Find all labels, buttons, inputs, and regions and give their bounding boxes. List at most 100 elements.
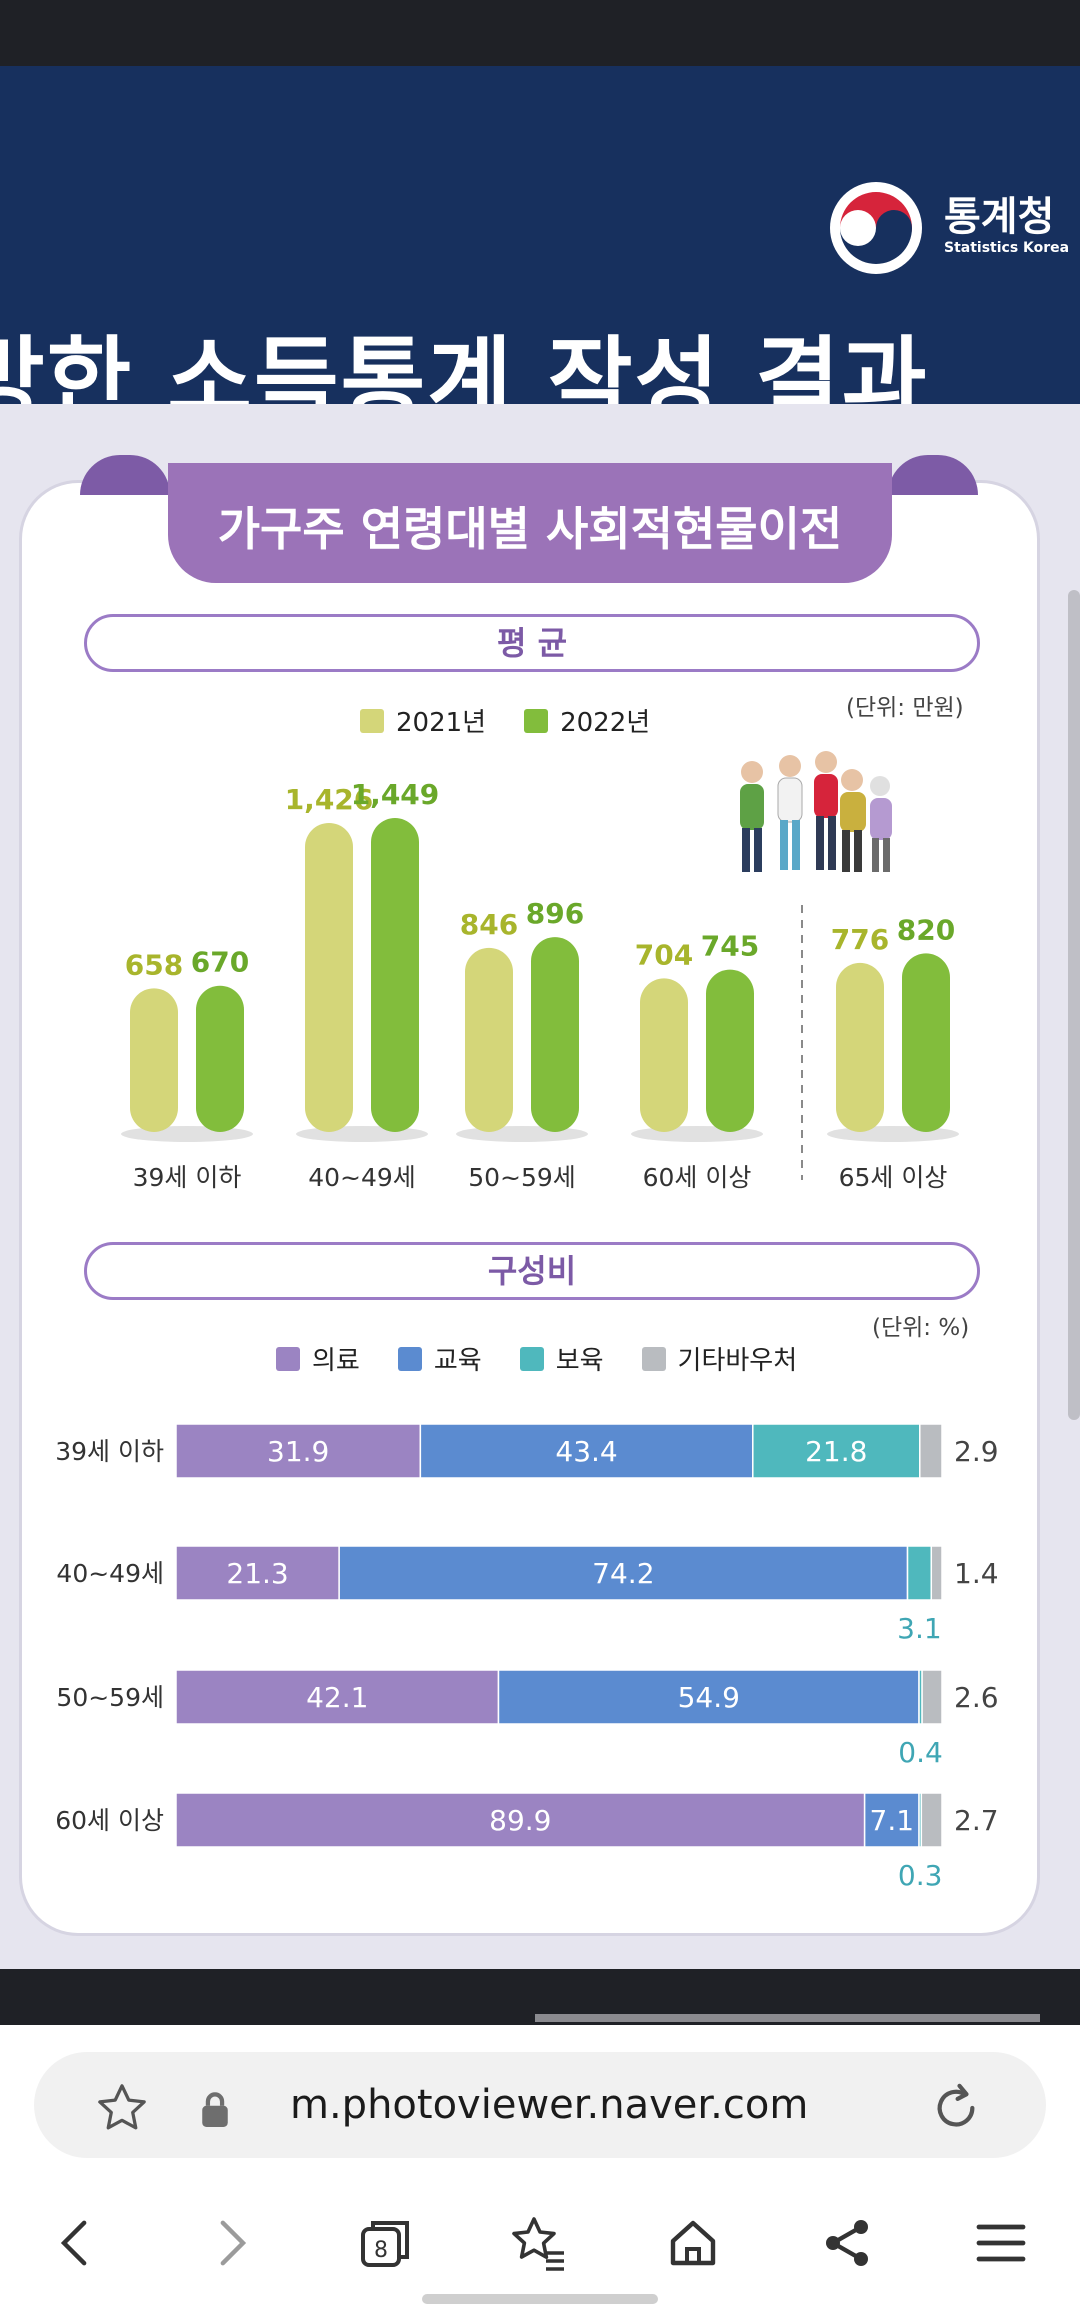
segment-value-label: 74.2 [592,1557,654,1590]
segment-value-label: 2.7 [954,1804,999,1837]
stacked-segment [920,1792,943,1848]
tab-count: 8 [374,2238,388,2263]
url-bar[interactable] [34,2052,1046,2158]
legend-label: 기타바우처 [677,1346,798,1376]
bar [465,947,513,1132]
row-label: 40~49세 [56,1559,164,1588]
statistics-korea-logo: 통계청 Statistics Korea [826,178,1070,278]
legend-swatch [276,1346,300,1371]
legend-swatch [524,708,549,733]
stacked-segment [338,1545,909,1601]
data-label: 776 [831,923,889,956]
home-icon [670,2220,716,2266]
composition-stacked-bar-chart: 39세 이하 31.9 43.4 21.8 2.9 40~49세 21.3 74.2 3.1 1.… [55,1423,999,1892]
section-composition-label: 구성비 [487,1252,577,1290]
segment-value-label: 54.9 [678,1681,740,1714]
legend-swatch [360,708,384,733]
unit-label-percent: (단위: %) [872,1315,970,1341]
stacked-segment [930,1545,943,1601]
bookmark-star-icon[interactable] [94,2080,150,2140]
segment-value-label: 2.6 [954,1681,999,1714]
segment-value-label: 7.1 [870,1804,915,1837]
unit-label-won: (단위: 만원) [846,695,964,721]
back-arrow-icon [60,2220,87,2266]
bar [706,969,754,1132]
segment-value-label: 2.9 [954,1435,999,1468]
data-label: 846 [460,908,518,941]
stacked-segment [921,1669,943,1725]
scrollbar[interactable] [1068,590,1080,1420]
data-label: 820 [897,913,955,946]
home-button[interactable] [658,2208,728,2278]
bar [640,978,688,1132]
bar [371,818,419,1132]
segment-value-label: 0.4 [898,1736,943,1769]
segment-value-label: 3.1 [897,1612,942,1645]
category-label: 39세 이하 [133,1163,242,1192]
bar [130,988,178,1132]
legend-swatch [519,1346,544,1371]
segment-value-label: 89.9 [489,1804,551,1837]
segment-value-label: 43.4 [555,1435,617,1468]
card-title: 가구주 연령대별 사회적현물이전 [217,502,843,556]
menu-button[interactable] [966,2208,1036,2278]
legend-swatch [397,1346,422,1371]
legend-label: 의료 [312,1346,360,1376]
bar [836,962,884,1132]
back-button[interactable] [40,2208,110,2278]
data-label: 658 [125,948,183,981]
share-button[interactable] [812,2208,882,2278]
legend-item: 기타바우처 [641,1340,798,1377]
taegeuk-logo-icon [830,182,922,274]
tabs-button[interactable]: 8 [350,2208,420,2278]
logo-subtitle: Statistics Korea [944,240,1070,256]
category-label: 65세 이상 [839,1163,948,1192]
forward-button[interactable] [197,2208,267,2278]
legend-label: 보육 [555,1346,604,1376]
segment-value-label: 21.8 [805,1435,867,1468]
hamburger-menu-icon [976,2224,1026,2262]
status-bar-area [0,0,1080,66]
category-label: 50~59세 [468,1163,576,1192]
row-label: 60세 이상 [55,1806,164,1835]
legend-label: 교육 [433,1346,482,1376]
section-average-label: 평 균 [496,624,568,662]
bookmarks-button[interactable] [503,2208,573,2278]
url-text[interactable]: m.photoviewer.naver.com [290,2082,809,2128]
data-label: 1,449 [351,778,440,811]
legend-item: 보육 [519,1340,604,1377]
bar-legend: 2021년 2022년 [360,702,688,739]
legend-item: 교육 [397,1340,482,1377]
segment-value-label: 42.1 [306,1681,368,1714]
stacked-segment [419,1423,754,1479]
section-composition-header: 구성비 [84,1242,980,1300]
gesture-indicator [422,2294,658,2304]
share-icon [826,2220,868,2266]
stacked-segment [175,1545,340,1601]
stacked-segment [497,1669,920,1725]
legend-item: 2021년 [360,702,486,739]
stacked-segment [919,1423,943,1479]
people-illustration-icon [740,751,892,872]
bar [305,822,353,1132]
reload-icon[interactable] [928,2080,984,2140]
stacked-segment [175,1792,866,1848]
category-label: 60세 이상 [643,1163,752,1192]
segment-value-label: 31.9 [267,1435,329,1468]
stacked-segment [175,1669,500,1725]
segment-value-label: 0.3 [898,1859,943,1892]
logo-text: 통계청 [944,194,1055,240]
stacked-segment [175,1423,422,1479]
tabs-icon: 8 [361,2221,409,2267]
legend-label: 2022년 [560,708,651,738]
data-label: 896 [526,897,584,930]
stacked-segment [863,1792,920,1848]
segment-value-label: 1.4 [954,1557,999,1590]
row-label: 50~59세 [56,1683,164,1712]
bar [902,953,950,1132]
data-label: 745 [701,930,759,963]
data-label: 670 [191,946,249,979]
legend-label: 2021년 [396,708,487,738]
bookmarks-star-icon [512,2217,564,2271]
